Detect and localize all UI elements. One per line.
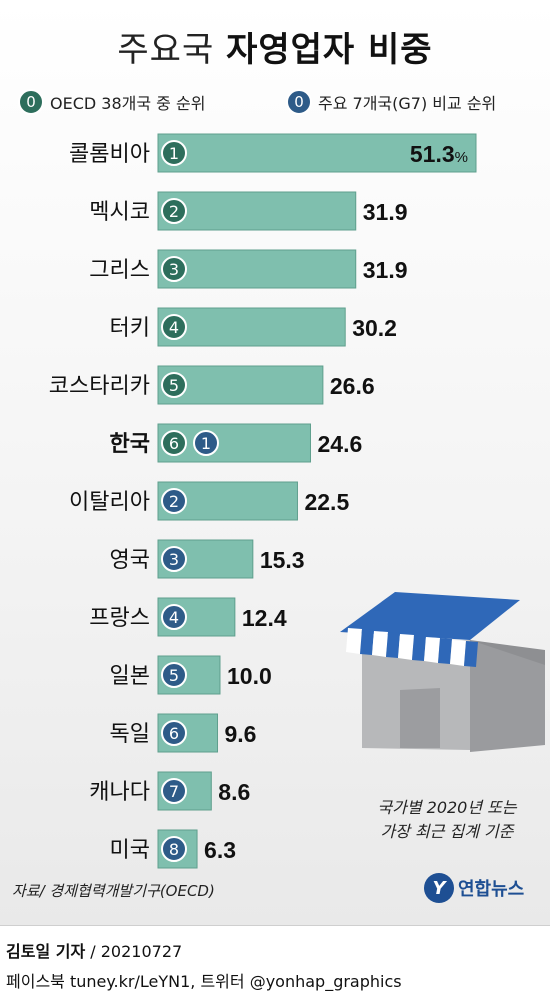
divider — [0, 925, 550, 926]
bar — [157, 191, 357, 231]
awning-stripe-blue — [412, 635, 426, 661]
credit-name: 김토일 기자 — [6, 942, 86, 961]
g7-rank-label: 7 — [169, 782, 179, 801]
bar — [157, 133, 477, 173]
legend-g7: 0 주요 7개국(G7) 비교 순위 — [286, 88, 496, 116]
category-label: 캐나다 — [89, 780, 150, 805]
note-line-1: 국가별 2020년 또는 — [377, 798, 517, 817]
oecd-rank-badge — [161, 198, 187, 224]
g7-rank-badge — [161, 662, 187, 688]
g7-rank-label: 2 — [169, 492, 179, 511]
bar — [157, 249, 357, 289]
awning-stripe-blue — [386, 632, 400, 658]
oecd-rank-badge — [161, 256, 187, 282]
legend-oecd-label: OECD 38개국 중 순위 — [50, 94, 206, 113]
building-doorway — [400, 688, 440, 748]
shop-illustration — [340, 592, 545, 752]
legend-oecd: 0 OECD 38개국 중 순위 — [18, 88, 205, 116]
awning-stripe — [346, 628, 362, 654]
note-line-2: 가장 최근 집계 기준 — [380, 822, 514, 841]
category-label: 터키 — [110, 316, 150, 341]
g7-rank-badge — [161, 778, 187, 804]
oecd-rank-label: 5 — [169, 376, 179, 395]
g7-rank-label: 8 — [169, 840, 179, 859]
value-label: 8.6 — [218, 779, 250, 805]
legend-g7-badge: 0 — [286, 89, 312, 115]
g7-rank-label: 6 — [169, 724, 179, 743]
yonhap-logo: Y 연합뉴스 — [424, 872, 524, 904]
category-label: 프랑스 — [89, 606, 150, 631]
unit-label: % — [455, 149, 468, 166]
oecd-rank-label: 4 — [169, 318, 179, 337]
g7-rank-badge — [161, 720, 187, 746]
value-label: 24.6 — [317, 431, 362, 457]
category-label: 독일 — [110, 722, 150, 747]
g7-rank-badge — [161, 604, 187, 630]
g7-rank-label: 1 — [201, 434, 211, 453]
category-label: 영국 — [110, 548, 150, 573]
category-label: 미국 — [110, 838, 150, 863]
bar — [157, 481, 298, 521]
oecd-rank-label: 1 — [169, 144, 179, 163]
yonhap-logo-text: 연합뉴스 — [458, 879, 525, 900]
awning-stripe-blue — [464, 641, 478, 667]
value-label: 6.3 — [204, 837, 236, 863]
oecd-rank-badge — [161, 140, 187, 166]
g7-rank-label: 5 — [169, 666, 179, 685]
chart-title: 주요국 자영업자 비중 — [0, 22, 550, 71]
oecd-rank-label: 3 — [169, 260, 179, 279]
title-light: 주요국 — [117, 30, 215, 70]
legend-oecd-badge: 0 — [18, 89, 44, 115]
g7-rank-badge — [161, 546, 187, 572]
oecd-rank-badge — [161, 314, 187, 340]
value-label: 31.9 — [363, 257, 408, 283]
awning-stripe — [450, 640, 466, 666]
value-label: 15.3 — [260, 547, 305, 573]
awning-stripe-blue — [360, 629, 374, 655]
category-label: 콜롬비아 — [69, 142, 150, 167]
category-label: 일본 — [110, 664, 150, 689]
g7-rank-badge — [193, 430, 219, 456]
note: 국가별 2020년 또는 가장 최근 집계 기준 — [352, 796, 542, 844]
value-label: 22.5 — [304, 489, 349, 515]
awning-stripes — [346, 628, 478, 667]
value-label: 26.6 — [330, 373, 375, 399]
value-label: 31.9 — [363, 199, 408, 225]
g7-rank-badge — [161, 836, 187, 862]
building-right-wall — [470, 640, 545, 752]
yonhap-logo-mark: Y — [424, 873, 454, 903]
awning-top — [340, 592, 520, 640]
g7-rank-badge — [161, 488, 187, 514]
category-label: 코스타리카 — [49, 374, 150, 399]
awning-stripe — [372, 631, 388, 657]
awning-stripe-blue — [438, 638, 452, 664]
legend-g7-label: 주요 7개국(G7) 비교 순위 — [318, 94, 497, 113]
category-label: 이탈리아 — [69, 490, 150, 515]
credit-date: / 20210727 — [90, 942, 183, 961]
g7-rank-label: 3 — [169, 550, 179, 569]
category-label: 그리스 — [89, 258, 150, 283]
sns-text: 페이스북 tuney.kr/LeYN1, 트위터 @yonhap_graphic… — [6, 972, 402, 991]
oecd-rank-label: 6 — [169, 434, 179, 453]
bar — [157, 307, 346, 347]
credit: 김토일 기자 / 20210727 — [6, 938, 182, 962]
oecd-rank-label: 2 — [169, 202, 179, 221]
value-label: 12.4 — [242, 605, 287, 631]
category-label: 한국 — [110, 432, 150, 457]
value-label: 10.0 — [227, 663, 272, 689]
value-label: 30.2 — [352, 315, 397, 341]
oecd-rank-badge — [161, 372, 187, 398]
awning-stripe — [424, 637, 440, 663]
category-label: 멕시코 — [89, 200, 150, 225]
title-bold: 자영업자 비중 — [226, 30, 433, 70]
g7-rank-label: 4 — [169, 608, 179, 627]
source-text: 자료/ 경제협력개발기구(OECD) — [12, 882, 215, 900]
awning-stripe — [398, 634, 414, 660]
value-label: 9.6 — [225, 721, 257, 747]
oecd-rank-badge — [161, 430, 187, 456]
